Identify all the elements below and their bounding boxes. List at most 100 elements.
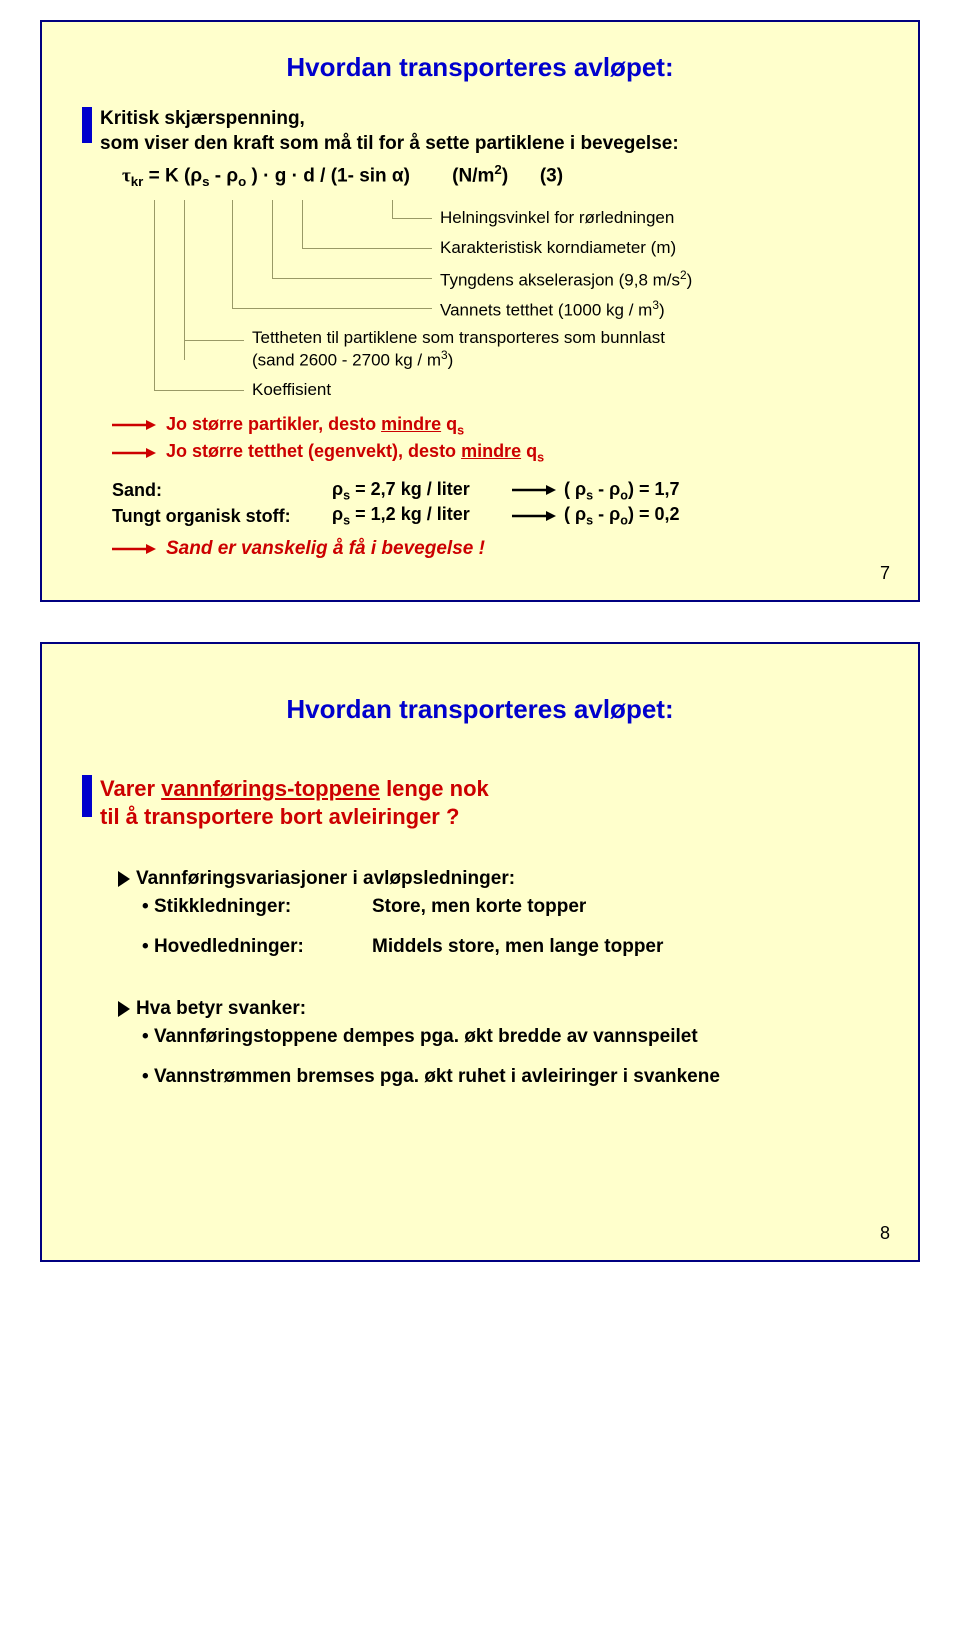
heading-bar — [82, 775, 92, 817]
sand-label: Sand: — [112, 480, 332, 501]
line-h-rhoo — [232, 308, 432, 309]
label-tetthet-close: ) — [448, 350, 454, 369]
label-vannet-close: ) — [659, 300, 665, 319]
formula-unit-close: ) — [502, 166, 508, 187]
org-result-text: ( ρs - ρo) = 0,2 — [564, 504, 680, 528]
line-h-g — [272, 278, 432, 279]
sand-res-mid: - ρ — [593, 479, 620, 499]
org-label: Tungt organisk stoff: — [112, 506, 332, 527]
sand-res-close: ) = 1,7 — [628, 479, 680, 499]
arrow-icon — [112, 448, 156, 458]
formula-num: (3) — [540, 166, 563, 187]
variations-heading: Vannføringsvariasjoner i avløpsledninger… — [118, 868, 878, 890]
formula-rho-s: s — [202, 175, 209, 190]
line-v-alpha — [392, 200, 393, 218]
label-tyngde: Tyngdens akselerasjon (9,8 m/s2) — [440, 268, 692, 291]
label-tetthet-sup: 3 — [441, 348, 448, 362]
line-v-rhoo — [232, 200, 233, 308]
label-tyngde-close: ) — [687, 270, 693, 289]
slide-8: Hvordan transporteres avløpet: Varer van… — [40, 642, 920, 1262]
question-block: Varer vannførings-toppene lenge nok til … — [82, 775, 878, 832]
row-hoved: Hovedledninger: Middels store, men lange… — [142, 936, 878, 958]
org-rho: ρ — [332, 504, 343, 524]
implication-2-text: Jo større tetthet (egenvekt), desto mind… — [166, 441, 544, 465]
formula-tau: τ — [122, 166, 131, 187]
hoved-label: Hovedledninger: — [142, 936, 372, 958]
org-res-o: o — [620, 514, 628, 528]
implication-1: Jo større partikler, desto mindre qs — [112, 414, 878, 438]
label-tyngde-sup: 2 — [680, 268, 687, 282]
arrow-icon — [112, 420, 156, 430]
line-v-rhos — [184, 200, 185, 360]
label-tetthet-1: Tettheten til partiklene som transporter… — [252, 328, 665, 347]
formula-unit: (N/m — [452, 166, 494, 187]
variations-heading-text: Vannføringsvariasjoner i avløpsledninger… — [136, 868, 515, 889]
triangle-icon — [118, 1001, 130, 1017]
density-table: Sand: ρs = 2,7 kg / liter ( ρs - ρo) = 1… — [112, 479, 878, 528]
formula-part-2: - ρ — [210, 166, 239, 187]
callout-area: Helningsvinkel for rørledningen Karakter… — [122, 200, 878, 410]
row-stikk: Stikkledninger: Store, men korte topper — [142, 896, 878, 918]
table-row-sand: Sand: ρs = 2,7 kg / liter ( ρs - ρo) = 1… — [112, 479, 878, 503]
imp2-a: Jo større tetthet (egenvekt), desto — [166, 441, 461, 461]
imp1-a: Jo større partikler, desto — [166, 414, 381, 434]
stikk-label: Stikkledninger: — [142, 896, 372, 918]
sand-result: ( ρs - ρo) = 1,7 — [512, 479, 680, 503]
sand-value: ρs = 2,7 kg / liter — [332, 479, 512, 503]
label-vannet-sup: 3 — [652, 298, 659, 312]
sand-res-o: o — [620, 488, 628, 502]
slide-title: Hvordan transporteres avløpet: — [82, 52, 878, 83]
sand-res-a: ( ρ — [564, 479, 586, 499]
heading-bar — [82, 107, 92, 143]
triangle-icon — [118, 871, 130, 887]
q-part-3: til å transportere bort avleiringer ? — [100, 804, 459, 829]
formula-part-3: ) · g · d / (1- sin α) — [246, 166, 410, 187]
conclusion-text: Sand er vanskelig å få i bevegelse ! — [166, 538, 485, 560]
label-tetthet-2: (sand 2600 - 2700 kg / m — [252, 350, 441, 369]
q-part-2: lenge nok — [380, 776, 489, 801]
org-value: ρs = 1,2 kg / liter — [332, 504, 512, 528]
formula: τkr = K (ρs - ρo ) · g · d / (1- sin α) … — [122, 162, 878, 189]
imp1-sub: s — [457, 423, 464, 437]
svanker-heading-text: Hva betyr svanker: — [136, 998, 306, 1019]
slide-7: Hvordan transporteres avløpet: Kritisk s… — [40, 20, 920, 602]
line-h-d — [302, 248, 432, 249]
label-koeff: Koeffisient — [252, 380, 331, 400]
implication-2: Jo større tetthet (egenvekt), desto mind… — [112, 441, 878, 465]
heading-line: Kritisk skjærspenning, som viser den kra… — [100, 108, 679, 154]
question-text: Varer vannførings-toppene lenge nok til … — [100, 775, 489, 832]
page-number: 7 — [880, 563, 890, 584]
sand-rho: ρ — [332, 479, 343, 499]
imp1-c: q — [441, 414, 457, 434]
line-v-k — [154, 200, 155, 390]
org-result: ( ρs - ρo) = 0,2 — [512, 504, 680, 528]
line-v-d — [302, 200, 303, 248]
label-korn: Karakteristisk korndiameter (m) — [440, 238, 676, 258]
org-res-a: ( ρ — [564, 504, 586, 524]
line-v-g — [272, 200, 273, 278]
line-h-rhos — [184, 340, 244, 341]
formula-part-1: = K (ρ — [143, 166, 202, 187]
imp2-sub: s — [537, 451, 544, 465]
label-vannet: Vannets tetthet (1000 kg / m3) — [440, 298, 665, 321]
conclusion-line: Sand er vanskelig å få i bevegelse ! — [112, 538, 878, 560]
arrow-icon — [512, 511, 556, 521]
line-h-k — [154, 390, 244, 391]
svanker-heading: Hva betyr svanker: — [118, 998, 878, 1020]
heading-text: Kritisk skjærspenning, som viser den kra… — [100, 107, 679, 156]
implication-1-text: Jo større partikler, desto mindre qs — [166, 414, 464, 438]
heading-block: Kritisk skjærspenning, som viser den kra… — [82, 107, 878, 156]
stikk-value: Store, men korte topper — [372, 896, 878, 918]
hoved-value: Middels store, men lange topper — [372, 936, 878, 958]
svanker-item-1: Vannføringstoppene dempes pga. økt bredd… — [142, 1026, 878, 1048]
label-tetthet: Tettheten til partiklene som transporter… — [252, 328, 852, 371]
label-vannet-a: Vannets tetthet (1000 kg / m — [440, 300, 652, 319]
imp1-b: mindre — [381, 414, 441, 434]
org-res-close: ) = 0,2 — [628, 504, 680, 524]
q-part-u: vannførings-toppene — [161, 776, 380, 801]
slide-title: Hvordan transporteres avløpet: — [82, 694, 878, 725]
arrow-icon — [112, 544, 156, 554]
sand-result-text: ( ρs - ρo) = 1,7 — [564, 479, 680, 503]
imp2-b: mindre — [461, 441, 521, 461]
formula-unit-sup: 2 — [494, 162, 501, 177]
